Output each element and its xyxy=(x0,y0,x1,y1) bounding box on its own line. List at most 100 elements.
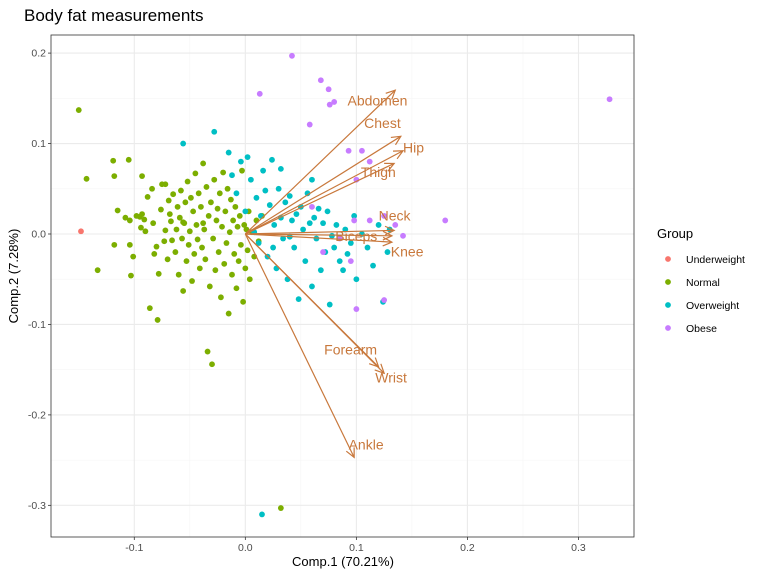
point-normal xyxy=(277,505,284,511)
x-axis-title: Comp.1 (70.21%) xyxy=(292,554,394,569)
point-obese xyxy=(306,121,313,128)
point-overweight xyxy=(233,190,240,197)
point-normal xyxy=(201,226,208,233)
point-obese xyxy=(326,101,333,108)
point-overweight xyxy=(293,211,300,217)
point-overweight xyxy=(266,202,273,208)
y-tick-label: -0.2 xyxy=(28,409,46,421)
point-normal xyxy=(180,219,187,226)
point-normal xyxy=(126,217,133,224)
point-overweight xyxy=(342,226,349,233)
point-normal xyxy=(164,256,171,263)
loading-label-hip: Hip xyxy=(403,140,424,156)
point-normal xyxy=(199,244,205,251)
point-normal xyxy=(162,181,169,188)
loading-label-knee: Knee xyxy=(391,244,424,260)
loading-arrow-neck xyxy=(245,229,395,235)
point-normal xyxy=(241,222,248,228)
point-normal xyxy=(138,224,144,231)
point-overweight xyxy=(333,222,340,228)
arrowhead-wrist xyxy=(374,363,386,375)
x-tick-label: -0.1 xyxy=(125,542,143,554)
loading-label-chest: Chest xyxy=(364,115,401,131)
point-overweight xyxy=(306,220,313,227)
point-normal xyxy=(186,228,193,235)
loading-label-ankle: Ankle xyxy=(349,436,384,452)
point-overweight xyxy=(237,158,244,165)
legend-title: Group xyxy=(657,226,693,241)
point-obese xyxy=(289,52,295,59)
point-overweight xyxy=(324,208,331,215)
point-overweight xyxy=(309,283,315,290)
loading-arrow-ankle xyxy=(244,233,355,458)
legend-key-overweight xyxy=(665,302,671,308)
point-normal xyxy=(200,160,207,167)
point-overweight xyxy=(262,187,269,194)
point-normal xyxy=(161,238,168,245)
point-normal xyxy=(146,305,153,312)
point-overweight xyxy=(270,244,276,251)
point-normal xyxy=(233,285,240,292)
minor-gridlines xyxy=(51,35,634,537)
point-overweight xyxy=(375,222,382,228)
point-overweight xyxy=(302,258,309,265)
point-normal xyxy=(142,228,149,235)
point-overweight xyxy=(309,176,315,183)
point-overweight xyxy=(291,244,298,251)
point-obese xyxy=(400,232,406,239)
point-normal xyxy=(225,310,232,317)
point-overweight xyxy=(229,172,235,179)
point-normal xyxy=(214,205,221,212)
y-tick-label: 0.1 xyxy=(31,138,46,150)
point-normal xyxy=(191,250,198,257)
point-obese xyxy=(325,86,332,93)
point-overweight xyxy=(336,258,343,265)
point-obese xyxy=(392,222,399,228)
point-normal xyxy=(244,247,251,254)
loading-label-abdomen: Abdomen xyxy=(347,93,407,109)
point-normal xyxy=(220,169,227,176)
point-obese xyxy=(345,147,352,154)
point-overweight xyxy=(259,511,265,518)
point-normal xyxy=(227,196,234,203)
point-overweight xyxy=(286,193,293,199)
point-normal xyxy=(151,250,158,257)
point-normal xyxy=(168,218,174,225)
point-normal xyxy=(125,156,132,163)
point-normal xyxy=(75,107,82,113)
point-normal xyxy=(189,278,195,284)
point-normal xyxy=(205,213,212,219)
legend-label-underweight: Underweight xyxy=(686,254,745,266)
chart-title: Body fat measurements xyxy=(24,6,204,25)
point-overweight xyxy=(242,208,249,215)
point-normal xyxy=(110,157,117,164)
point-normal xyxy=(173,226,180,233)
point-normal xyxy=(193,222,200,228)
x-tick-label: 0.0 xyxy=(238,542,253,554)
point-normal xyxy=(174,203,181,210)
point-obese xyxy=(317,77,324,84)
point-normal xyxy=(209,361,215,368)
legend-key-normal xyxy=(665,279,671,285)
point-normal xyxy=(216,190,223,197)
point-overweight xyxy=(351,213,358,219)
point-obese xyxy=(366,217,373,224)
loading-arrow-abdomen xyxy=(244,89,396,235)
point-obese xyxy=(606,96,613,103)
arrowhead-abdomen xyxy=(385,89,397,100)
y-tick-label: 0.2 xyxy=(31,48,46,60)
point-normal xyxy=(158,206,164,213)
point-overweight xyxy=(347,240,354,246)
x-tick-label: 0.2 xyxy=(460,542,475,554)
loading-label-neck: Neck xyxy=(379,207,412,223)
point-obese xyxy=(336,235,343,242)
point-normal xyxy=(122,214,129,221)
point-normal xyxy=(149,185,155,192)
point-overweight xyxy=(340,267,346,274)
data-points xyxy=(75,52,613,518)
point-normal xyxy=(213,217,220,224)
point-normal xyxy=(150,220,157,227)
point-normal xyxy=(240,298,247,305)
point-obese xyxy=(309,203,315,210)
point-normal xyxy=(234,223,241,230)
